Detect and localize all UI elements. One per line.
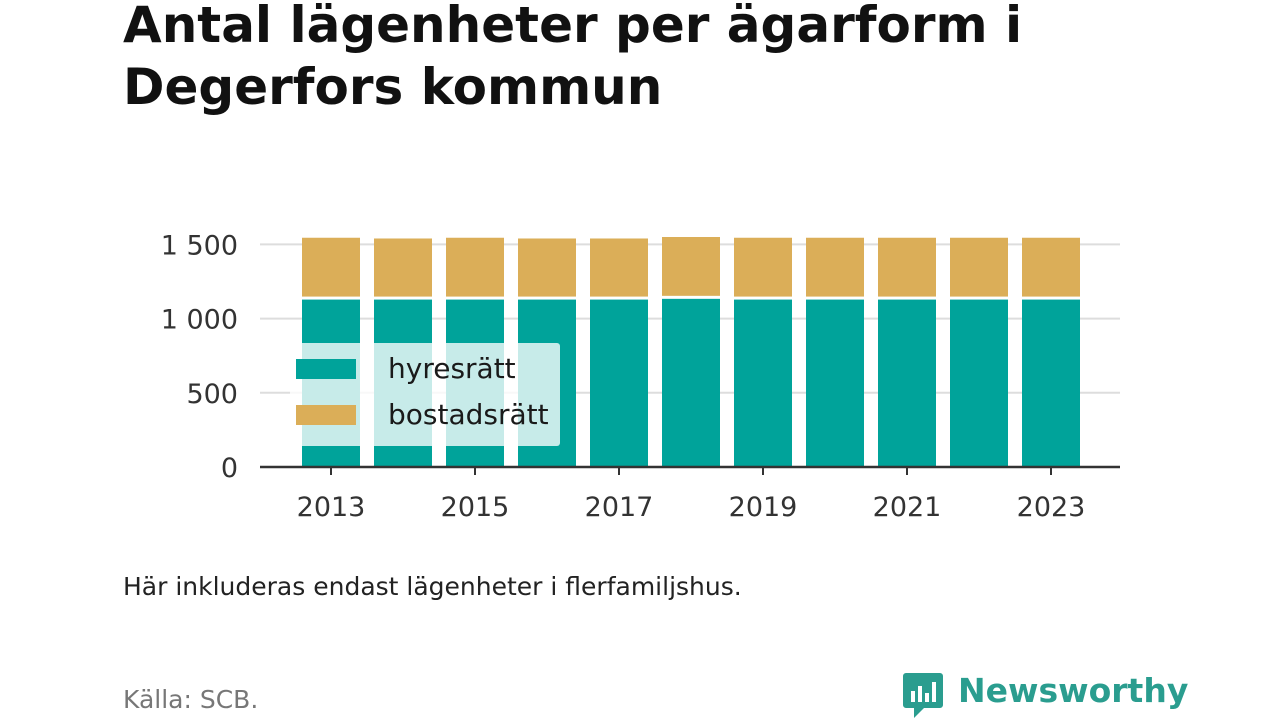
bar-hyresratt [950, 299, 1008, 467]
legend-swatch-bostadsratt [296, 405, 356, 425]
y-tick-label: 1 500 [161, 230, 238, 261]
bar-bostadsratt [1022, 237, 1080, 297]
x-tick-label: 2017 [585, 492, 654, 523]
bar-bostadsratt [878, 237, 936, 297]
brand-name: Newsworthy [958, 671, 1189, 710]
chart-plot: 0 500 1 000 1 500 2013 2015 2017 2019 2021 2023 [161, 230, 1120, 523]
bar-bostadsratt [518, 238, 576, 297]
y-tick-label: 0 [221, 453, 238, 484]
bar-bostadsratt [590, 238, 648, 297]
x-tick-label: 2021 [873, 492, 942, 523]
chart-title: Antal lägenheter per ägarform i Degerfor… [123, 0, 1023, 116]
bar-bostadsratt [950, 237, 1008, 297]
legend-label-hyresratt: hyresrätt [388, 352, 516, 385]
bar-bostadsratt [806, 237, 864, 297]
bar-hyresratt [878, 299, 936, 467]
bar-bostadsratt [302, 237, 360, 297]
chart-legend: hyresrätt bostadsrätt [290, 343, 560, 446]
x-tick-label: 2015 [441, 492, 510, 523]
y-tick-label: 1 000 [161, 305, 238, 336]
bar-bostadsratt [662, 237, 720, 296]
x-tick-label: 2013 [297, 492, 366, 523]
newsworthy-logo-icon [903, 673, 943, 718]
legend-swatch-hyresratt [296, 359, 356, 379]
bar-bostadsratt [446, 237, 504, 297]
bar-bostadsratt [734, 237, 792, 297]
chart-note: Här inkluderas endast lägenheter i flerf… [123, 572, 742, 601]
bar-hyresratt [734, 299, 792, 467]
bar-bostadsratt [374, 238, 432, 297]
x-tick-label: 2019 [729, 492, 798, 523]
bar-hyresratt [1022, 299, 1080, 467]
legend-label-bostadsratt: bostadsrätt [388, 398, 549, 431]
bar-hyresratt [806, 299, 864, 467]
x-tick-label: 2023 [1017, 492, 1086, 523]
bar-hyresratt [662, 298, 720, 467]
source-credit: Källa: SCB. [123, 685, 259, 714]
y-tick-label: 500 [186, 379, 238, 410]
bar-hyresratt [590, 299, 648, 467]
